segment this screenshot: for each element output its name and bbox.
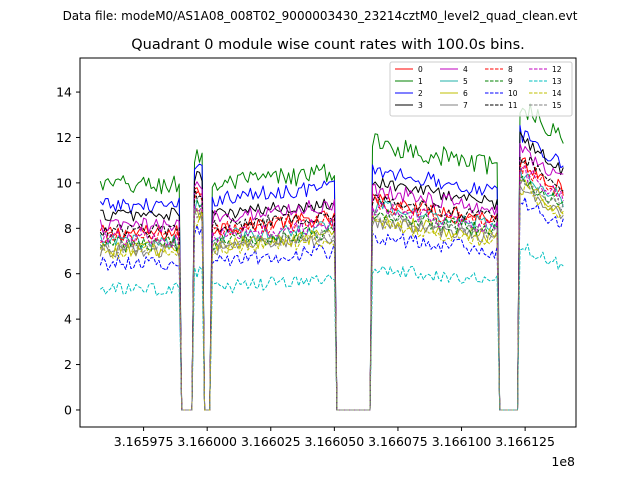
series-line-12 — [100, 165, 564, 411]
legend-label-7: 7 — [463, 101, 468, 110]
legend-label-14: 14 — [552, 89, 562, 98]
legend-label-12: 12 — [552, 65, 562, 74]
y-tick-label: 0 — [64, 402, 72, 417]
legend-label-0: 0 — [418, 65, 423, 74]
legend-label-3: 3 — [418, 101, 423, 110]
legend-label-15: 15 — [552, 101, 562, 110]
chart-title: Quadrant 0 module wise count rates with … — [131, 37, 525, 53]
legend-label-8: 8 — [508, 65, 513, 74]
y-tick-label: 8 — [64, 221, 72, 236]
y-tick-label: 6 — [64, 266, 72, 281]
legend-label-5: 5 — [463, 77, 468, 86]
x-tick-label: 3.166025 — [241, 434, 301, 449]
series-line-13 — [100, 243, 564, 411]
x-tick-label: 3.166125 — [495, 434, 555, 449]
x-tick-label: 3.165975 — [114, 434, 174, 449]
y-tick-label: 10 — [56, 175, 72, 190]
legend-frame — [389, 61, 573, 117]
y-axis: 0 2 4 6 8 10 12 14 — [56, 85, 80, 417]
plot-frame — [79, 57, 577, 428]
legend-label-11: 11 — [508, 101, 518, 110]
legend-label-1: 1 — [418, 77, 423, 86]
series-line-4 — [99, 143, 564, 411]
series-line-2 — [99, 125, 564, 411]
x-axis: 3.165975 3.166000 3.166025 3.166050 3.166075… — [114, 427, 555, 449]
x-tick-label: 3.166000 — [177, 434, 237, 449]
series-line-10 — [99, 197, 564, 411]
y-tick-label: 2 — [64, 357, 72, 372]
series-layer — [99, 103, 564, 411]
y-tick-label: 4 — [64, 312, 72, 327]
x-tick-label: 3.166075 — [368, 434, 428, 449]
x-offset-label: 1e8 — [551, 454, 575, 469]
legend-label-6: 6 — [463, 89, 468, 98]
legend-label-9: 9 — [508, 77, 513, 86]
legend-label-13: 13 — [552, 77, 562, 86]
figure-suptitle: Data file: modeM0/AS1A08_008T02_90000034… — [63, 9, 578, 23]
y-tick-label: 14 — [56, 85, 72, 100]
y-tick-label: 12 — [56, 130, 72, 145]
x-tick-label: 3.166050 — [305, 434, 365, 449]
legend-label-10: 10 — [508, 89, 518, 98]
series-line-14 — [99, 183, 564, 411]
series-line-8 — [100, 161, 564, 411]
series-line-3 — [100, 131, 564, 411]
legend-label-2: 2 — [418, 89, 423, 98]
legend-label-4: 4 — [463, 65, 468, 74]
series-line-15 — [99, 178, 564, 411]
x-tick-label: 3.166100 — [432, 434, 492, 449]
series-line-1 — [99, 103, 564, 411]
